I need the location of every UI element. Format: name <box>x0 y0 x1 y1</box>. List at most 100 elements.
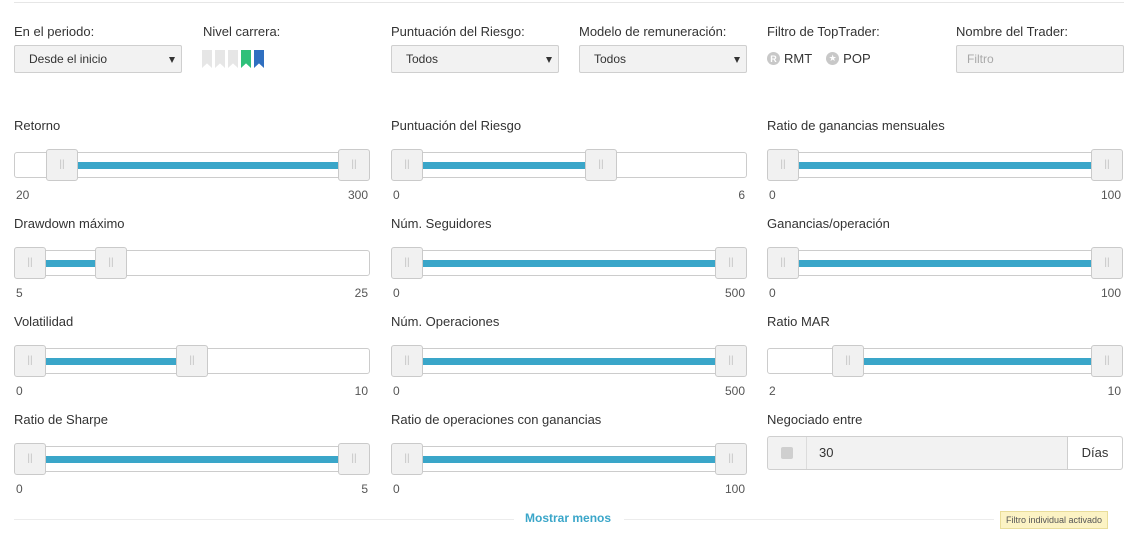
period-select[interactable]: Desde el inicio <box>14 45 182 73</box>
range-slider[interactable]: || || 0 500 <box>391 345 747 400</box>
career-level-selector[interactable] <box>202 50 264 68</box>
toptrader-option-rmt[interactable]: R RMT <box>767 51 812 66</box>
slider-max-value: 500 <box>724 286 745 300</box>
slider-max-value: 5 <box>361 482 368 496</box>
bottom-divider-left <box>14 519 514 520</box>
slider-handle-high[interactable]: || <box>585 149 617 181</box>
slider-range-fill <box>30 456 354 463</box>
star-icon: ★ <box>826 52 840 65</box>
slider-label: Ganancias/operación <box>767 216 890 231</box>
slider-handle-low[interactable]: || <box>391 443 423 475</box>
slider-handle-low[interactable]: || <box>14 345 46 377</box>
range-slider[interactable]: || || 0 6 <box>391 149 747 204</box>
slider-max-value: 300 <box>347 188 368 202</box>
slider-max-value: 100 <box>1100 188 1121 202</box>
range-slider[interactable]: || || 0 10 <box>14 345 370 400</box>
slider-handle-high[interactable]: || <box>338 443 370 475</box>
slider-handle-high[interactable]: || <box>1091 247 1123 279</box>
slider-handle-high[interactable]: || <box>95 247 127 279</box>
slider-range-fill <box>783 260 1107 267</box>
toptrader-option-pop[interactable]: ★ POP <box>826 51 871 66</box>
slider-max-value: 100 <box>724 482 745 496</box>
slider-max-value: 10 <box>354 384 368 398</box>
slider-min-value: 5 <box>16 286 23 300</box>
slider-track[interactable] <box>14 250 370 276</box>
slider-min-value: 0 <box>393 188 400 202</box>
slider-handle-low[interactable]: || <box>391 345 423 377</box>
risk-score-select[interactable]: Todos <box>391 45 559 73</box>
traded-between-toggle[interactable] <box>768 437 807 469</box>
slider-range-fill <box>62 162 354 169</box>
range-slider[interactable]: || || 0 100 <box>767 149 1123 204</box>
slider-range-fill <box>848 358 1107 365</box>
slider-max-value: 6 <box>738 188 745 202</box>
slider-range-fill <box>407 456 731 463</box>
range-slider[interactable]: || || 0 100 <box>767 247 1123 302</box>
range-slider[interactable]: || || 0 500 <box>391 247 747 302</box>
slider-handle-low[interactable]: || <box>46 149 78 181</box>
remuneration-select-value: Todos <box>594 52 627 66</box>
trader-name-placeholder: Filtro <box>967 52 994 66</box>
remuneration-select[interactable]: Todos <box>579 45 747 73</box>
range-slider[interactable]: || || 0 100 <box>391 443 747 498</box>
toptrader-label: Filtro de TopTrader: <box>767 24 880 39</box>
slider-handle-high[interactable]: || <box>176 345 208 377</box>
bookmark-icon[interactable] <box>254 50 264 68</box>
slider-min-value: 0 <box>16 384 23 398</box>
career-level-label: Nivel carrera: <box>203 24 281 39</box>
slider-handle-high[interactable]: || <box>1091 345 1123 377</box>
slider-handle-low[interactable]: || <box>14 247 46 279</box>
slider-min-value: 2 <box>769 384 776 398</box>
traded-between-field: 30 Días <box>767 436 1123 470</box>
slider-range-fill <box>407 260 731 267</box>
slider-max-value: 25 <box>354 286 368 300</box>
slider-max-value: 500 <box>724 384 745 398</box>
range-slider[interactable]: || || 5 25 <box>14 247 370 302</box>
toptrader-options: R RMT ★ POP <box>767 51 871 66</box>
risk-score-label: Puntuación del Riesgo: <box>391 24 525 39</box>
range-slider[interactable]: || || 20 300 <box>14 149 370 204</box>
bookmark-icon[interactable] <box>202 50 212 68</box>
trader-name-input[interactable]: Filtro <box>956 45 1124 73</box>
bottom-divider-right <box>624 519 994 520</box>
slider-range-fill <box>30 260 111 267</box>
slider-handle-low[interactable]: || <box>767 149 799 181</box>
traded-between-input[interactable]: 30 <box>819 445 834 460</box>
toptrader-option-rmt-label: RMT <box>784 51 813 66</box>
traded-between-label: Negociado entre <box>767 412 863 427</box>
slider-handle-low[interactable]: || <box>391 149 423 181</box>
slider-handle-low[interactable]: || <box>14 443 46 475</box>
slider-handle-high[interactable]: || <box>715 443 747 475</box>
top-divider <box>14 2 1124 3</box>
slider-handle-low[interactable]: || <box>767 247 799 279</box>
period-label: En el periodo: <box>14 24 95 39</box>
slider-label: Retorno <box>14 118 61 133</box>
slider-min-value: 0 <box>393 482 400 496</box>
slider-handle-high[interactable]: || <box>715 345 747 377</box>
slider-label: Ratio de Sharpe <box>14 412 108 427</box>
slider-handle-high[interactable]: || <box>1091 149 1123 181</box>
slider-label: Ratio de ganancias mensuales <box>767 118 945 133</box>
chevron-down-icon <box>169 57 175 63</box>
slider-label: Puntuación del Riesgo <box>391 118 522 133</box>
slider-handle-low[interactable]: || <box>832 345 864 377</box>
bookmark-icon[interactable] <box>241 50 251 68</box>
slider-max-value: 10 <box>1107 384 1121 398</box>
slider-handle-low[interactable]: || <box>391 247 423 279</box>
bookmark-icon[interactable] <box>228 50 238 68</box>
bookmark-icon[interactable] <box>215 50 225 68</box>
slider-range-fill <box>30 358 192 365</box>
chevron-down-icon <box>546 57 552 63</box>
slider-range-fill <box>407 162 601 169</box>
toptrader-option-pop-label: POP <box>843 51 871 66</box>
slider-range-fill <box>783 162 1107 169</box>
trader-name-label: Nombre del Trader: <box>956 24 1068 39</box>
slider-min-value: 0 <box>393 286 400 300</box>
range-slider[interactable]: || || 0 5 <box>14 443 370 498</box>
range-slider[interactable]: || || 2 10 <box>767 345 1123 400</box>
slider-handle-high[interactable]: || <box>338 149 370 181</box>
show-less-link[interactable]: Mostrar menos <box>525 511 612 525</box>
slider-label: Núm. Seguidores <box>391 216 492 231</box>
remuneration-label: Modelo de remuneración: <box>579 24 727 39</box>
slider-handle-high[interactable]: || <box>715 247 747 279</box>
